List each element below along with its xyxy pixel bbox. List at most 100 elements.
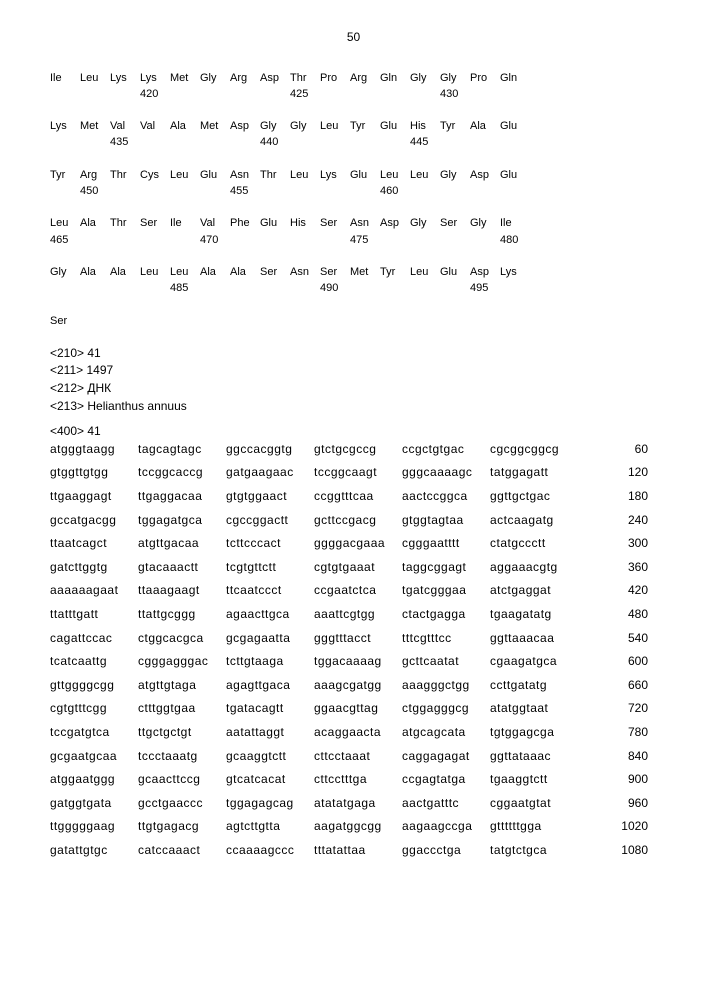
position-cell bbox=[470, 135, 500, 149]
protein-row: IleLeuLysLysMetGlyArgAspThrProArgGlnGlyG… bbox=[50, 71, 657, 102]
dna-segment: tcgtgttctt bbox=[226, 560, 314, 576]
dna-position: 1020 bbox=[598, 819, 648, 835]
dna-segment: tcatcaattg bbox=[50, 654, 138, 670]
aa-cell: Glu bbox=[260, 216, 290, 230]
dna-segment: tccggcaagt bbox=[314, 465, 402, 481]
position-cell bbox=[290, 135, 320, 149]
aa-cell: His bbox=[410, 119, 440, 133]
position-cell bbox=[260, 281, 290, 295]
dna-segment: ccgagtatga bbox=[402, 772, 490, 788]
dna-segment: ctggcacgca bbox=[138, 631, 226, 647]
position-cell bbox=[230, 233, 260, 247]
position-cell: 425 bbox=[290, 87, 320, 101]
dna-segment: gcaaggtctt bbox=[226, 749, 314, 765]
aa-cell: Arg bbox=[350, 71, 380, 85]
dna-segment: atgggtaagg bbox=[50, 442, 138, 458]
position-cell bbox=[230, 135, 260, 149]
aa-cell: Gly bbox=[410, 216, 440, 230]
dna-segment: tgatacagtt bbox=[226, 701, 314, 717]
dna-segment: gggtttacct bbox=[314, 631, 402, 647]
dna-position: 720 bbox=[598, 701, 648, 717]
dna-segment: tgaagatatg bbox=[490, 607, 578, 623]
dna-row: ttgggggaagttgtgagacgagtcttgttaaagatggcgg… bbox=[50, 819, 657, 835]
dna-row: cgtgtttcggctttggtgaatgatacagttggaacgttag… bbox=[50, 701, 657, 717]
position-row: 450455460 bbox=[50, 184, 657, 198]
dna-segment: ccgaatctca bbox=[314, 583, 402, 599]
dna-segment: agagttgaca bbox=[226, 678, 314, 694]
position-cell bbox=[320, 135, 350, 149]
dna-segment: ttgggggaag bbox=[50, 819, 138, 835]
dna-segment: tcttcccact bbox=[226, 536, 314, 552]
aa-cell: Ala bbox=[170, 119, 200, 133]
protein-row: GlyAlaAlaLeuLeuAlaAlaSerAsnSerMetTyrLeuG… bbox=[50, 265, 657, 296]
dna-segment: aagatggcgg bbox=[314, 819, 402, 835]
dna-segment: ccggtttcaa bbox=[314, 489, 402, 505]
dna-segment: atggaatggg bbox=[50, 772, 138, 788]
position-cell bbox=[260, 87, 290, 101]
dna-segment: gtggttgtgg bbox=[50, 465, 138, 481]
position-cell: 445 bbox=[410, 135, 440, 149]
position-cell bbox=[440, 281, 470, 295]
position-cell bbox=[110, 87, 140, 101]
dna-segment: gcgaatgcaa bbox=[50, 749, 138, 765]
dna-row: tcatcaattgcgggagggactcttgtaagatggacaaaag… bbox=[50, 654, 657, 670]
position-cell bbox=[140, 233, 170, 247]
aa-cell: Gln bbox=[500, 71, 530, 85]
protein-row: LysMetValValAlaMetAspGlyGlyLeuTyrGluHisT… bbox=[50, 119, 657, 150]
dna-segment: tgatcgggaa bbox=[402, 583, 490, 599]
aa-cell: Ile bbox=[50, 71, 80, 85]
position-cell: 470 bbox=[200, 233, 230, 247]
aa-cell: Gly bbox=[470, 216, 500, 230]
header-212: <212> ДНК bbox=[50, 381, 657, 397]
aa-cell: Leu bbox=[410, 265, 440, 279]
aa-cell: Glu bbox=[200, 168, 230, 182]
position-cell bbox=[50, 87, 80, 101]
aa-cell: Tyr bbox=[440, 119, 470, 133]
dna-row: gatattgtgccatccaaactccaaaagccctttatattaa… bbox=[50, 843, 657, 859]
aa-cell: Ser bbox=[140, 216, 170, 230]
position-cell bbox=[380, 281, 410, 295]
dna-position: 660 bbox=[598, 678, 648, 694]
dna-segment: ttaaagaagt bbox=[138, 583, 226, 599]
position-cell bbox=[440, 184, 470, 198]
dna-row: gcgaatgcaatccctaaatggcaaggtcttcttcctaaat… bbox=[50, 749, 657, 765]
aa-cell: Gly bbox=[200, 71, 230, 85]
position-cell bbox=[50, 281, 80, 295]
position-cell: 485 bbox=[170, 281, 200, 295]
aa-cell: Leu bbox=[50, 216, 80, 230]
dna-segment: tggacaaaag bbox=[314, 654, 402, 670]
aa-cell: Asp bbox=[380, 216, 410, 230]
dna-row: aaaaaagaatttaaagaagtttcaatccctccgaatctca… bbox=[50, 583, 657, 599]
dna-segment: cagattccac bbox=[50, 631, 138, 647]
position-cell bbox=[290, 281, 320, 295]
dna-segment: aagaagccga bbox=[402, 819, 490, 835]
dna-position: 60 bbox=[598, 442, 648, 458]
aa-cell: Ser bbox=[260, 265, 290, 279]
aa-cell: Pro bbox=[320, 71, 350, 85]
page-number: 50 bbox=[50, 30, 657, 46]
aa-row: TyrArgThrCysLeuGluAsnThrLeuLysGluLeuLeuG… bbox=[50, 168, 657, 182]
position-cell bbox=[380, 233, 410, 247]
aa-cell: Ala bbox=[110, 265, 140, 279]
dna-position: 840 bbox=[598, 749, 648, 765]
dna-segment: gatggtgata bbox=[50, 796, 138, 812]
dna-segment: ttgaggacaa bbox=[138, 489, 226, 505]
dna-segment: ggccacggtg bbox=[226, 442, 314, 458]
dna-segment: acaggaacta bbox=[314, 725, 402, 741]
position-cell bbox=[200, 184, 230, 198]
position-cell: 435 bbox=[110, 135, 140, 149]
dna-segment: gcgagaatta bbox=[226, 631, 314, 647]
aa-cell: Leu bbox=[140, 265, 170, 279]
position-row: 485490495 bbox=[50, 281, 657, 295]
dna-segment: ttgtgagacg bbox=[138, 819, 226, 835]
dna-segment: ccgctgtgac bbox=[402, 442, 490, 458]
dna-segment: ccttgatatg bbox=[490, 678, 578, 694]
dna-segment: tggagagcag bbox=[226, 796, 314, 812]
dna-segment: tatgtctgca bbox=[490, 843, 578, 859]
position-cell bbox=[470, 87, 500, 101]
position-cell bbox=[200, 281, 230, 295]
position-cell: 465 bbox=[50, 233, 80, 247]
aa-cell: Gln bbox=[380, 71, 410, 85]
dna-segment: gatcttggtg bbox=[50, 560, 138, 576]
dna-row: gtggttgtggtccggcaccggatgaagaactccggcaagt… bbox=[50, 465, 657, 481]
